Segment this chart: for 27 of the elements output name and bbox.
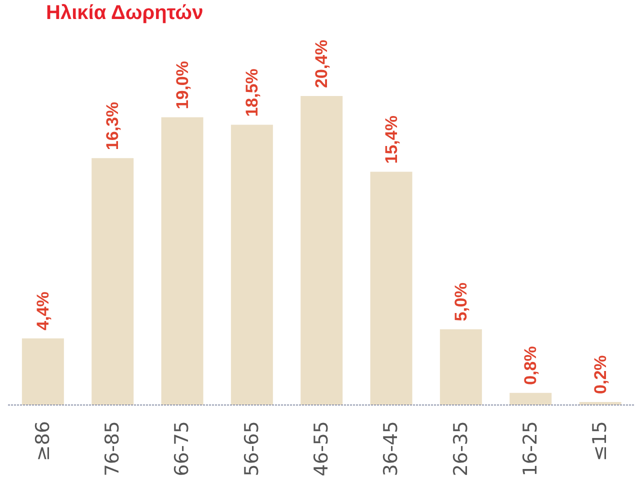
bar <box>92 158 134 405</box>
x-tick-label: 56-65 <box>240 421 263 476</box>
x-tick-label: 46-55 <box>310 421 332 476</box>
data-label: 0,8% <box>521 346 540 385</box>
data-label: 19,0% <box>172 61 192 110</box>
data-label: 20,4% <box>312 40 332 88</box>
x-tick-label: 16-25 <box>520 421 542 476</box>
x-tick-label: ≥86 <box>32 421 54 462</box>
chart-title: Ηλικία Δωρητών <box>46 2 204 25</box>
bar <box>510 392 552 405</box>
x-tick-label: 26-35 <box>450 421 472 476</box>
data-label: 4,4% <box>33 292 52 330</box>
x-tick-label: 36-45 <box>380 421 402 476</box>
data-label: 16,3% <box>103 102 122 150</box>
x-tick-label: 76-85 <box>102 421 124 476</box>
bar <box>161 117 204 405</box>
data-label: 18,5% <box>242 68 262 117</box>
bar <box>370 172 412 405</box>
bar <box>22 338 64 405</box>
x-tick-label: 66-75 <box>171 421 194 476</box>
bar <box>440 329 482 405</box>
data-label: 15,4% <box>382 116 401 164</box>
bar <box>230 124 273 405</box>
data-label: 0,2% <box>590 355 610 394</box>
bar <box>300 96 343 405</box>
x-tick-label: ≤15 <box>589 421 612 462</box>
data-label: 5,0% <box>451 282 470 322</box>
